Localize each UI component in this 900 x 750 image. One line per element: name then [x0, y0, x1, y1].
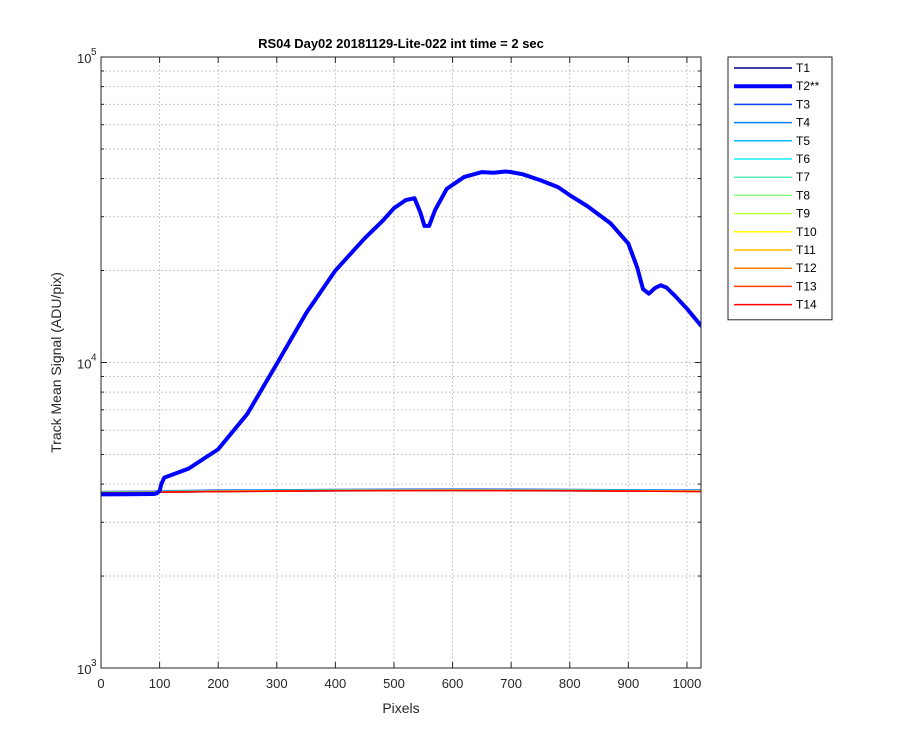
series-line-T2: [101, 169, 701, 497]
legend-item-T13[interactable]: T13: [734, 279, 817, 293]
grid: [101, 57, 701, 668]
x-tick-label: 600: [442, 676, 464, 691]
legend-item-T9[interactable]: T9: [734, 207, 810, 221]
legend-label: T8: [796, 188, 810, 202]
y-tick-exponent: 5: [91, 47, 97, 58]
legend-label: T1: [796, 61, 810, 75]
legend-item-T14[interactable]: T14: [734, 298, 817, 312]
x-tick-label: 400: [325, 676, 347, 691]
legend-item-T5[interactable]: T5: [734, 134, 810, 148]
x-axis-label: Pixels: [382, 700, 419, 716]
legend-item-T12[interactable]: T12: [734, 261, 817, 275]
legend-item-T11[interactable]: T11: [734, 243, 816, 257]
y-tick-exponent: 4: [91, 353, 97, 364]
chart-title: RS04 Day02 20181129-Lite-022 int time = …: [258, 36, 544, 51]
legend-label: T5: [796, 134, 810, 148]
legend-item-T10[interactable]: T10: [734, 225, 817, 239]
y-tick-label: 10: [77, 662, 91, 677]
legend-label: T6: [796, 152, 810, 166]
legend-label: T9: [796, 207, 810, 221]
x-tick-label: 1000: [672, 676, 701, 691]
y-axis-label: Track Mean Signal (ADU/pix): [48, 272, 64, 453]
x-tick-label: 900: [617, 676, 639, 691]
x-tick-label: 0: [97, 676, 104, 691]
legend-item-T7[interactable]: T7: [734, 170, 810, 184]
legend[interactable]: T1 T2** T3 T4 T5 T6 T7 T8 T9 T10 T11 T12 T13 T14: [727, 56, 833, 321]
y-tick-label: 10: [77, 51, 91, 66]
legend-item-T1[interactable]: T1: [734, 61, 810, 75]
legend-item-T4[interactable]: T4: [734, 116, 810, 130]
legend-item-T2[interactable]: T2**: [734, 79, 820, 93]
x-tick-label: 200: [207, 676, 229, 691]
legend-label: T11: [796, 243, 816, 257]
legend-item-T8[interactable]: T8: [734, 188, 810, 202]
legend-label: T14: [796, 298, 817, 312]
legend-label: T12: [796, 261, 817, 275]
legend-item-T6[interactable]: T6: [734, 152, 810, 166]
series-group: [101, 169, 701, 497]
x-tick-label: 700: [500, 676, 522, 691]
x-tick-label: 300: [266, 676, 288, 691]
legend-box: [727, 56, 833, 321]
legend-label: T7: [796, 170, 810, 184]
legend-label: T4: [796, 116, 810, 130]
x-tick-label: 500: [383, 676, 405, 691]
legend-label: T2**: [796, 79, 820, 93]
legend-label: T13: [796, 279, 817, 293]
legend-label: T3: [796, 97, 810, 111]
x-tick-label: 800: [559, 676, 581, 691]
y-tick-exponent: 3: [91, 658, 97, 669]
y-tick-label: 10: [77, 357, 91, 372]
legend-label: T10: [796, 225, 817, 239]
legend-item-T3[interactable]: T3: [734, 97, 810, 111]
x-tick-label: 100: [149, 676, 171, 691]
